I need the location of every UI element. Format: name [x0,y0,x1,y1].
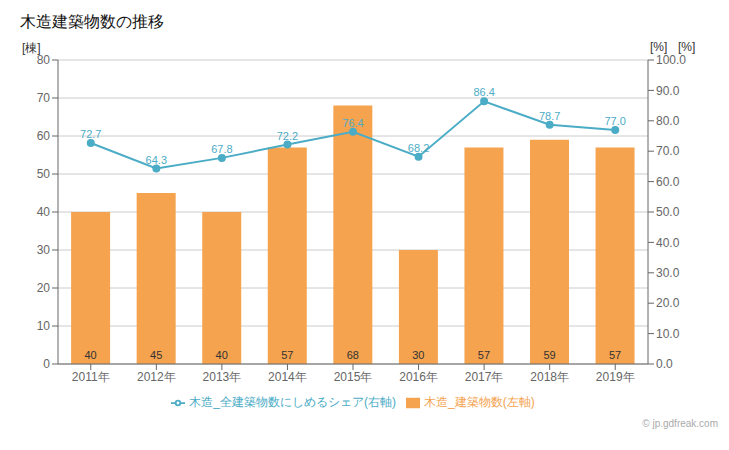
svg-text:10.0: 10.0 [656,327,680,341]
svg-text:68: 68 [347,349,359,361]
svg-text:20.0: 20.0 [656,296,680,310]
svg-text:2012年: 2012年 [137,370,176,384]
svg-text:90.0: 90.0 [656,84,680,98]
svg-text:57: 57 [478,349,490,361]
svg-text:2015年: 2015年 [334,370,373,384]
svg-text:70.0: 70.0 [656,144,680,158]
svg-text:10: 10 [37,319,51,333]
svg-text:20: 20 [37,281,51,295]
svg-text:50.0: 50.0 [656,205,680,219]
svg-text:80: 80 [37,53,51,67]
svg-text:77.0: 77.0 [605,115,626,127]
svg-text:40: 40 [37,205,51,219]
svg-text:50: 50 [37,167,51,181]
svg-text:2016年: 2016年 [399,370,438,384]
svg-text:40: 40 [84,349,96,361]
svg-text:2019年: 2019年 [596,370,635,384]
html-text:[棟]: [棟] [22,41,41,55]
svg-text:30: 30 [412,349,424,361]
html-text:木造_建築物数(左軸): 木造_建築物数(左軸) [424,395,535,409]
svg-text:57: 57 [609,349,621,361]
svg-text:2017年: 2017年 [465,370,504,384]
svg-text:2014年: 2014年 [268,370,307,384]
svg-text:57: 57 [281,349,293,361]
svg-text:45: 45 [150,349,162,361]
svg-text:60: 60 [37,129,51,143]
svg-text:59: 59 [543,349,555,361]
svg-text:68.2: 68.2 [408,142,429,154]
svg-text:67.8: 67.8 [211,143,232,155]
svg-text:2018年: 2018年 [530,370,569,384]
svg-text:86.4: 86.4 [473,86,494,98]
html-text:木造建築物数の推移: 木造建築物数の推移 [20,13,164,30]
svg-text:72.7: 72.7 [80,128,101,140]
svg-text:30.0: 30.0 [656,266,680,280]
html-text:木造_全建築物数にしめるシェア(右軸): 木造_全建築物数にしめるシェア(右軸) [189,395,396,409]
svg-text:2011年: 2011年 [72,370,110,384]
svg-text:64.3: 64.3 [146,154,167,166]
svg-text:80.0: 80.0 [656,114,680,128]
svg-text:0.0: 0.0 [656,357,673,371]
svg-text:78.7: 78.7 [539,110,560,122]
svg-text:100.0: 100.0 [656,53,686,67]
html-text:© jp.gdfreak.com: © jp.gdfreak.com [642,418,718,429]
svg-text:72.2: 72.2 [277,130,298,142]
svg-text:30: 30 [37,243,51,257]
svg-text:40: 40 [216,349,228,361]
svg-text:60.0: 60.0 [656,175,680,189]
svg-text:2013年: 2013年 [203,370,242,384]
svg-text:40.0: 40.0 [656,236,680,250]
svg-text:76.4: 76.4 [342,117,363,129]
svg-text:70: 70 [37,91,51,105]
svg-text:0: 0 [43,357,50,371]
